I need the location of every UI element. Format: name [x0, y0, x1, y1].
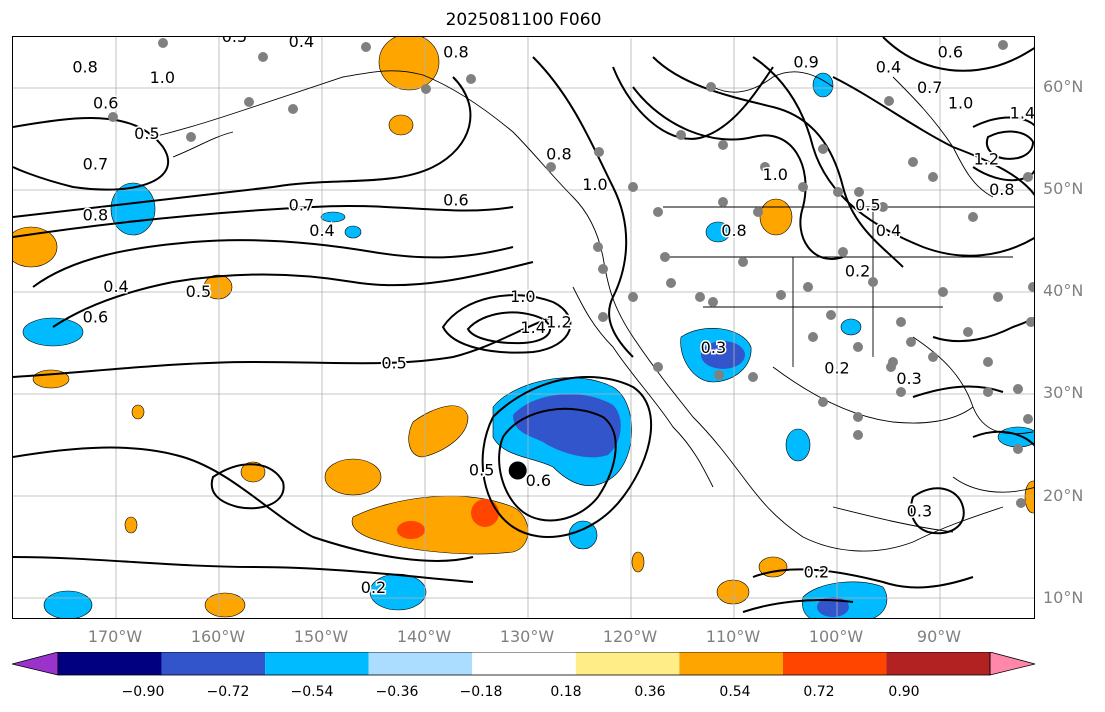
contour-label: 1.4 — [1010, 104, 1035, 123]
contour-label: 0.4 — [876, 58, 901, 77]
lon-label-90w: 90°W — [916, 627, 962, 646]
colorbar-tick: 0.54 — [719, 684, 751, 700]
contour-label: 0.3 — [896, 369, 921, 388]
contour-label: 0.3 — [701, 338, 726, 357]
contour-label: 0.7 — [917, 78, 942, 97]
lon-label-170w: 170°W — [87, 627, 143, 646]
contour-label: 0.2 — [361, 578, 386, 597]
colorbar-segment — [265, 652, 369, 675]
colorbar-tick: 0.72 — [803, 684, 835, 700]
contour-label: 0.6 — [83, 308, 108, 327]
contour-label: 0.4 — [103, 277, 128, 296]
colorbar-tick: 0.90 — [888, 684, 920, 700]
colorbar-tick: −0.72 — [206, 684, 250, 700]
contour-label: 0.4 — [309, 221, 334, 240]
contour-label: 1.4 — [520, 318, 545, 337]
contour-label: 0.5 — [855, 195, 880, 214]
contour-label: 0.7 — [289, 195, 314, 214]
contour-label: 1.0 — [510, 287, 535, 306]
contour-label: 0.8 — [989, 180, 1014, 199]
storm-center-marker — [508, 461, 527, 480]
lat-label-40n: 40°N — [1043, 281, 1084, 300]
colorbar-extend-low — [12, 652, 59, 676]
colorbar-extend-high — [989, 652, 1036, 676]
contour-label: 0.4 — [876, 221, 901, 240]
contour-label: 0.7 — [83, 155, 108, 174]
colorbar-segment — [161, 652, 266, 675]
lat-label-10n: 10°N — [1043, 588, 1084, 607]
colorbar-segment — [472, 652, 576, 675]
lat-label-30n: 30°N — [1043, 383, 1084, 402]
contour-label: 0.8 — [546, 144, 571, 163]
contour-label: 0.3 — [907, 501, 932, 520]
station-dots — [108, 38, 1034, 508]
colorbar-tick: 0.36 — [634, 684, 666, 700]
contour-label: 0.6 — [938, 42, 963, 61]
contour-labels: 0.8 0.6 0.5 0.7 0.8 0.7 0.6 0.4 0.4 0.5 0.6 0.5 1.0 1… — [71, 37, 1035, 598]
contour-label: 0.2 — [845, 262, 870, 281]
contour-label: 0.4 — [289, 37, 314, 51]
contour-label: 0.8 — [83, 206, 108, 225]
colorbar-tick: 0.18 — [550, 684, 582, 700]
lat-label-60n: 60°N — [1043, 77, 1084, 96]
contour-label: 0.6 — [443, 190, 468, 209]
contour-label: 0.5 — [186, 282, 211, 301]
contour-label: 0.5 — [222, 37, 247, 46]
colorbar-segment — [886, 652, 990, 675]
contour-label: 0.5 — [381, 354, 406, 373]
contour-label: 1.2 — [546, 313, 571, 332]
contour-label: 0.2 — [804, 563, 829, 582]
contour-label: 0.6 — [93, 93, 118, 112]
contour-label: 0.3 — [618, 37, 643, 41]
map-panel: 0.8 0.6 0.5 0.7 0.8 0.7 0.6 0.4 0.4 0.5 0.6 0.5 1.0 1… — [12, 36, 1035, 619]
lon-label-120w: 120°W — [602, 627, 658, 646]
lon-label-130w: 130°W — [499, 627, 555, 646]
contour-label: 0.2 — [824, 359, 849, 378]
colorbar-tick: −0.90 — [121, 684, 165, 700]
colorbar-tick: −0.36 — [375, 684, 419, 700]
storm-center — [508, 461, 527, 480]
colorbar-segment — [575, 652, 680, 675]
colorbar-segment — [58, 652, 162, 675]
colorbar — [12, 652, 1036, 676]
contour-lines — [13, 37, 1034, 613]
chart-title: 2025081100 F060 — [445, 10, 602, 30]
colorbar-border — [57, 652, 991, 676]
colorbar-segment — [679, 652, 783, 675]
lon-label-150w: 150°W — [293, 627, 349, 646]
contour-label: 1.0 — [762, 165, 787, 184]
lat-label-20n: 20°N — [1043, 486, 1084, 505]
contour-label: 0.6 — [526, 471, 551, 490]
gridlines — [13, 37, 1034, 618]
colorbar-tick: −0.18 — [459, 684, 503, 700]
contour-label: 0.5 — [469, 461, 494, 480]
lon-label-140w: 140°W — [396, 627, 452, 646]
contour-label: 0.8 — [443, 42, 468, 61]
lat-label-50n: 50°N — [1043, 179, 1084, 198]
contour-label: 0.5 — [134, 124, 159, 143]
contour-label: 0.8 — [72, 58, 97, 77]
colorbar-segment — [368, 652, 473, 675]
colorbar-tick: −0.54 — [290, 684, 334, 700]
contour-label: 0.8 — [721, 221, 746, 240]
contour-label: 1.0 — [948, 93, 973, 112]
contour-label: 1.0 — [150, 68, 175, 87]
contour-label: 1.2 — [974, 150, 999, 169]
colorbar-segment — [782, 652, 887, 675]
map-canvas: 0.8 0.6 0.5 0.7 0.8 0.7 0.6 0.4 0.4 0.5 0.6 0.5 1.0 1… — [13, 37, 1035, 618]
contour-label: 0.9 — [793, 53, 818, 72]
contour-label: 1.0 — [582, 175, 607, 194]
lon-label-160w: 160°W — [190, 627, 246, 646]
lon-label-110w: 110°W — [705, 627, 761, 646]
lon-label-100w: 100°W — [808, 627, 864, 646]
